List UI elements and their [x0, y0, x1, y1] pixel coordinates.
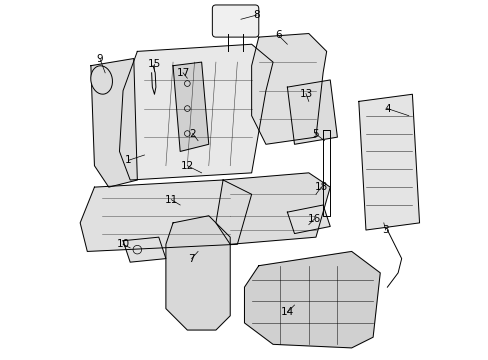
- Text: 8: 8: [253, 10, 260, 20]
- Text: 4: 4: [383, 104, 390, 113]
- Text: 6: 6: [275, 30, 281, 40]
- Text: 16: 16: [307, 214, 320, 224]
- Text: 10: 10: [116, 239, 129, 249]
- Polygon shape: [119, 44, 272, 180]
- Polygon shape: [216, 173, 329, 244]
- Polygon shape: [123, 237, 165, 262]
- FancyBboxPatch shape: [212, 5, 258, 37]
- Polygon shape: [287, 80, 337, 144]
- Text: 14: 14: [280, 307, 293, 317]
- Text: 18: 18: [314, 182, 327, 192]
- Text: 1: 1: [125, 156, 131, 165]
- Text: 5: 5: [311, 129, 318, 139]
- Text: 9: 9: [96, 54, 103, 64]
- Polygon shape: [80, 180, 251, 251]
- Text: 2: 2: [189, 129, 196, 139]
- Text: 13: 13: [299, 89, 312, 99]
- Polygon shape: [165, 216, 230, 330]
- Text: 15: 15: [147, 59, 161, 69]
- Text: 7: 7: [188, 253, 195, 264]
- Polygon shape: [251, 33, 326, 144]
- Text: 3: 3: [382, 225, 388, 235]
- Text: 11: 11: [164, 195, 178, 204]
- Polygon shape: [173, 62, 208, 152]
- Polygon shape: [358, 94, 419, 230]
- Ellipse shape: [91, 66, 112, 94]
- Text: 17: 17: [176, 68, 189, 78]
- Polygon shape: [91, 59, 137, 187]
- Polygon shape: [244, 251, 380, 348]
- Polygon shape: [287, 205, 329, 234]
- Text: 12: 12: [181, 161, 194, 171]
